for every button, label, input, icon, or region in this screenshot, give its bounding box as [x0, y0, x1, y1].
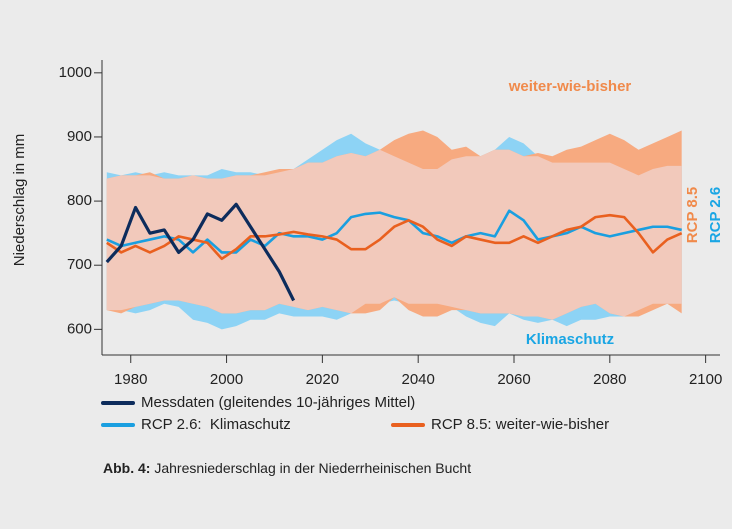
annotation: RCP 2.6 — [707, 187, 724, 243]
x-tick-label: 2100 — [689, 371, 722, 388]
x-tick-label: 2000 — [210, 371, 243, 388]
annotation: Klimaschutz — [526, 331, 614, 348]
y-tick-label: 900 — [67, 128, 92, 145]
y-tick-label: 800 — [67, 192, 92, 209]
legend-label: Messdaten (gleitendes 10-jähriges Mittel… — [141, 394, 415, 411]
annotation: RCP 8.5 — [684, 187, 701, 243]
caption-label: Abb. 4: — [103, 460, 150, 476]
y-tick-label: 600 — [67, 320, 92, 337]
x-tick-label: 2080 — [593, 371, 626, 388]
y-axis-label: Niederschlag in mm — [11, 134, 28, 267]
series-line — [106, 209, 682, 254]
annotation: weiter-wie-bisher — [508, 78, 632, 95]
series-line — [105, 202, 296, 302]
series-line — [106, 213, 683, 261]
band-overlap — [106, 149, 682, 320]
x-tick-label: 2060 — [497, 371, 530, 388]
y-tick-label: 1000 — [59, 64, 92, 81]
legend-label: RCP 8.5: weiter-wie-bisher — [431, 416, 609, 433]
legend-label: RCP 2.6: Klimaschutz — [141, 416, 291, 433]
caption-text: Jahresniederschlag in der Niederrheinisc… — [150, 460, 471, 476]
x-tick-label: 1980 — [114, 371, 147, 388]
x-tick-label: 2040 — [401, 371, 434, 388]
y-tick-label: 700 — [67, 256, 92, 273]
x-tick-label: 2020 — [306, 371, 339, 388]
caption: Abb. 4: Jahresniederschlag in der Nieder… — [103, 460, 471, 476]
